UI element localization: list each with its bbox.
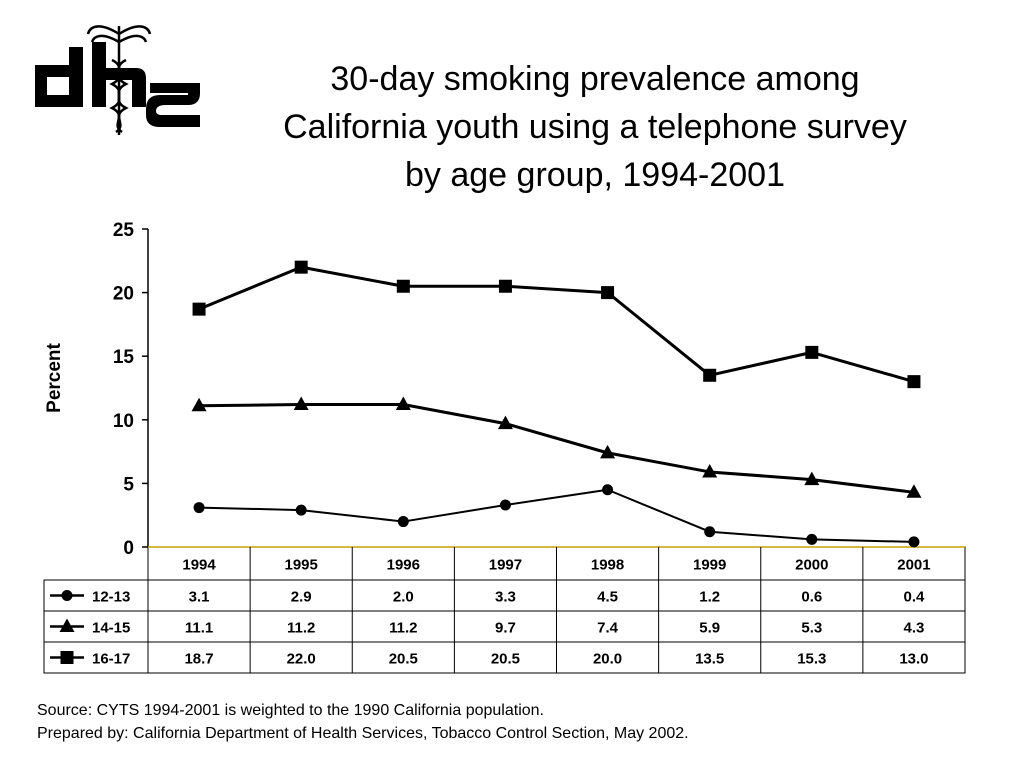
x-category-label: 1997 [489, 557, 522, 574]
footer-notes: Source: CYTS 1994-2001 is weighted to th… [37, 699, 997, 745]
data-table-value: 20.0 [593, 651, 622, 668]
data-point-12-13 [908, 536, 920, 548]
y-tick-label: 5 [123, 474, 134, 495]
legend-marker-14-15 [59, 618, 75, 632]
y-tick-label: 10 [113, 411, 134, 432]
x-category-label: 1996 [387, 557, 420, 574]
data-table-value: 18.7 [184, 651, 213, 668]
x-category-label: 1995 [285, 557, 318, 574]
x-category-label: 2001 [897, 557, 930, 574]
data-table-value: 9.7 [495, 620, 516, 637]
dhs-logo-letters [35, 42, 200, 127]
data-table-value: 3.1 [189, 589, 210, 606]
data-point-14-15 [191, 397, 207, 412]
data-table-value: 2.9 [291, 589, 312, 606]
data-point-14-15 [702, 463, 718, 478]
y-axis-title: Percent [44, 342, 65, 412]
x-category-label: 2000 [795, 557, 828, 574]
legend-label-16-17: 16-17 [92, 651, 130, 668]
dhs-logo [35, 25, 200, 135]
chart-title-line-2: California youth using a telephone surve… [283, 108, 907, 146]
chart-title: 30-day smoking prevalence among Californ… [215, 55, 975, 199]
data-table-value: 3.3 [495, 589, 516, 606]
data-table-value: 22.0 [287, 651, 316, 668]
data-point-12-13 [397, 516, 409, 528]
series-line-12-13 [199, 488, 914, 543]
data-table-value: 11.1 [185, 620, 213, 637]
data-point-14-15 [293, 396, 309, 411]
data-table-value: 15.3 [797, 651, 826, 668]
data-table-value: 0.6 [801, 589, 822, 606]
data-point-12-13 [193, 502, 205, 514]
legend-label-12-13: 12-13 [92, 589, 130, 606]
data-point-16-17 [703, 368, 717, 382]
chart-title-line-1: 30-day smoking prevalence among [330, 60, 860, 98]
data-table-value: 5.3 [801, 620, 822, 637]
data-point-12-13 [499, 499, 511, 511]
y-tick-label: 20 [113, 284, 134, 305]
data-table-value: 2.0 [393, 589, 414, 606]
data-point-16-17 [192, 302, 206, 316]
data-point-16-17 [396, 279, 410, 293]
source-note: Source: CYTS 1994-2001 is weighted to th… [37, 702, 544, 719]
data-table-value: 11.2 [287, 620, 315, 637]
data-point-12-13 [295, 504, 307, 516]
data-table-value: 20.5 [389, 651, 418, 668]
data-point-16-17 [805, 345, 819, 359]
data-table-value: 7.4 [597, 620, 619, 637]
data-table-value: 11.2 [389, 620, 417, 637]
data-table-value: 4.5 [597, 589, 618, 606]
data-table-value: 1.2 [699, 589, 720, 606]
legend-marker-16-17 [60, 651, 74, 664]
series-line-14-15 [199, 403, 915, 494]
x-category-label: 1998 [591, 557, 624, 574]
data-point-14-15 [497, 415, 513, 430]
data-point-16-17 [294, 260, 308, 274]
prepared-by-note: Prepared by: California Department of He… [37, 725, 689, 742]
legend-marker-12-13 [61, 590, 73, 601]
series-line-16-17 [198, 265, 915, 384]
data-point-12-13 [602, 484, 614, 496]
data-point-16-17 [601, 286, 615, 300]
data-point-16-17 [498, 279, 512, 293]
data-point-14-15 [600, 444, 616, 459]
x-category-label: 1994 [182, 557, 216, 574]
data-table-value: 20.5 [491, 651, 520, 668]
data-table-value: 0.4 [904, 589, 926, 606]
data-point-14-15 [804, 471, 820, 486]
y-tick-label: 25 [113, 220, 135, 241]
data-point-14-15 [395, 396, 411, 411]
data-table-value: 4.3 [904, 620, 925, 637]
data-table-value: 13.0 [899, 651, 928, 668]
data-point-14-15 [906, 484, 922, 498]
data-table-value: 5.9 [699, 620, 720, 637]
data-table-value: 13.5 [695, 651, 724, 668]
data-point-16-17 [907, 375, 921, 389]
chart-title-line-3: by age group, 1994-2001 [405, 156, 785, 194]
legend-label-14-15: 14-15 [92, 620, 130, 637]
data-point-12-13 [806, 533, 818, 545]
y-tick-label: 0 [123, 538, 134, 559]
data-point-12-13 [704, 526, 716, 538]
line-chart: 0 5 10 15 20 25 Percent 1994 1995 1996 1997 1998 199… [43, 220, 966, 674]
x-category-label: 1999 [693, 557, 726, 574]
y-tick-label: 15 [113, 347, 135, 368]
